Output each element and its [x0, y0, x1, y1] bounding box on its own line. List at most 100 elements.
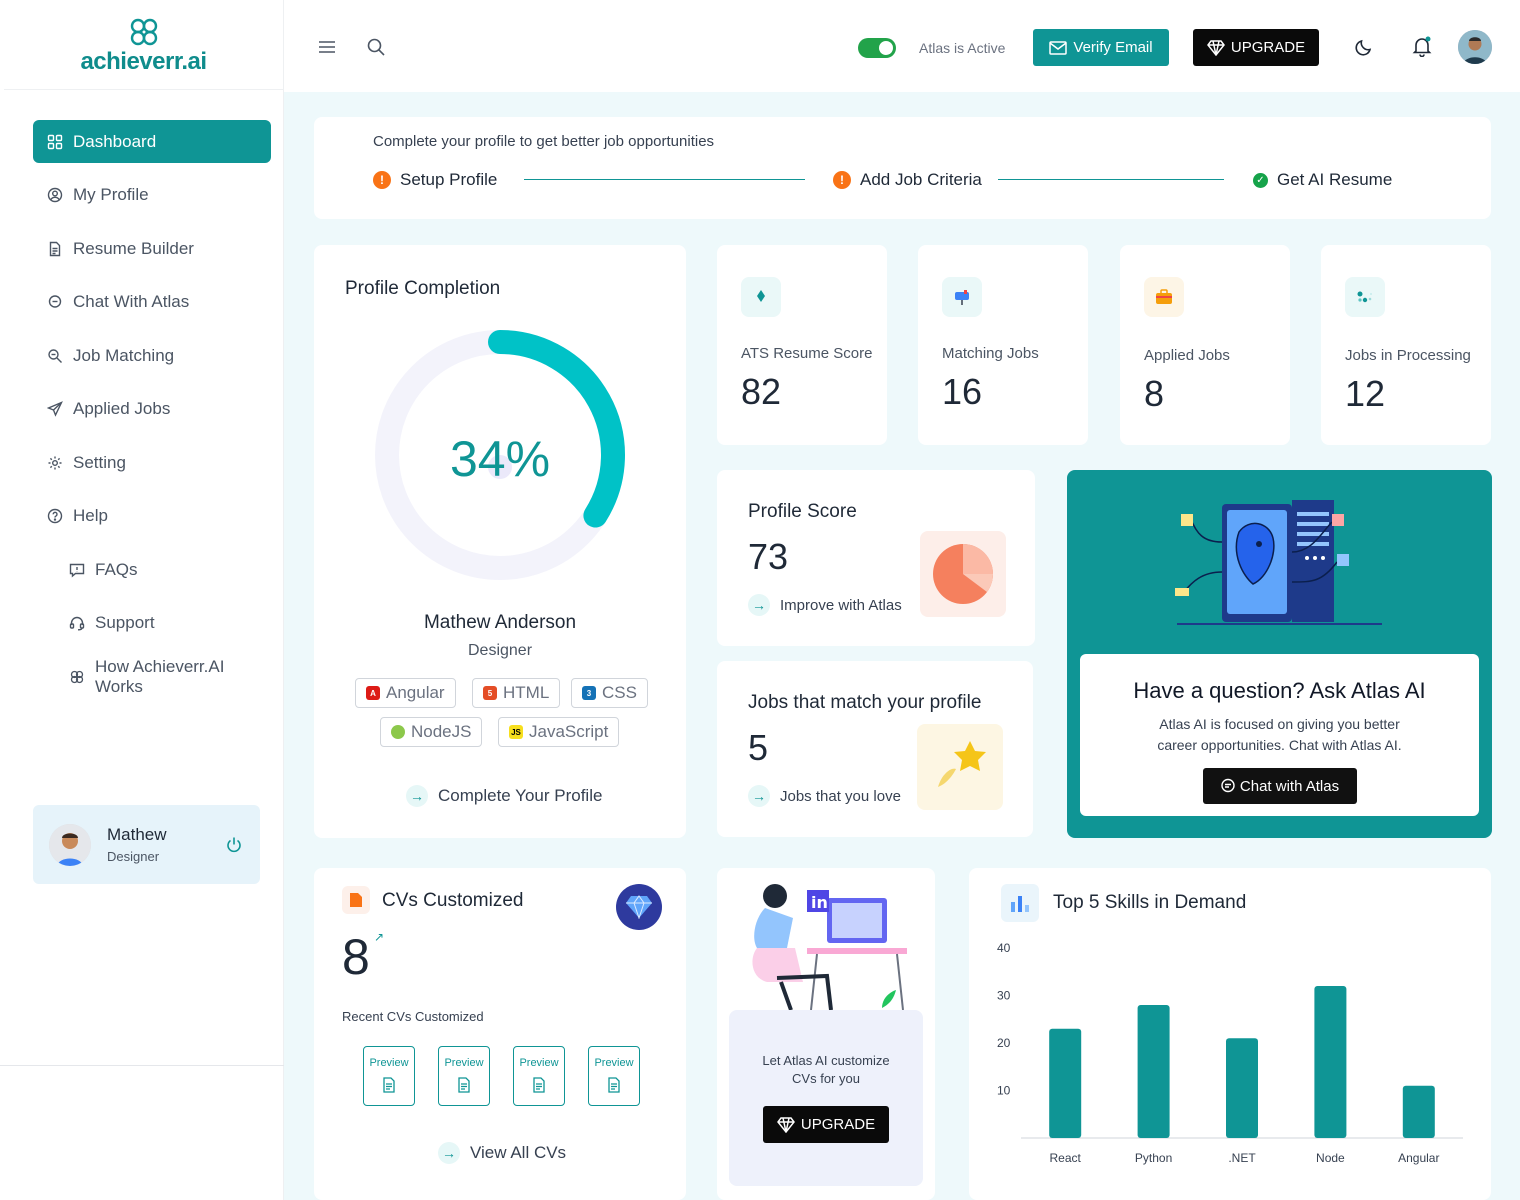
bell-icon[interactable]	[1411, 35, 1433, 57]
ask-atlas-title: Have a question? Ask Atlas AI	[1133, 678, 1426, 703]
upgrade-promo-card: in Let Atlas AI customize CVs for you UP…	[717, 868, 935, 1200]
verify-email-button[interactable]: Verify Email	[1033, 29, 1169, 66]
stat-label: Matching Jobs	[942, 345, 1039, 362]
cv-preview-button[interactable]: Preview	[588, 1046, 640, 1106]
sidebar-item-support[interactable]: Support	[33, 602, 271, 645]
recent-cvs-label: Recent CVs Customized	[342, 1009, 484, 1024]
profile-score-value: 73	[748, 536, 789, 577]
stat-ats-resume-score[interactable]: ATS Resume Score 82	[717, 245, 887, 445]
x-tick-label: React	[1050, 1151, 1082, 1165]
stat-value: 12	[1345, 373, 1386, 414]
brand-logo[interactable]: achieverr.ai	[4, 0, 283, 90]
user-card[interactable]: Mathew Designer	[33, 805, 260, 884]
alert-icon: !	[833, 171, 851, 189]
sidebar-item-resume-builder[interactable]: Resume Builder	[33, 227, 271, 270]
promo-upgrade-button[interactable]: UPGRADE	[763, 1106, 889, 1143]
sidebar-item-job-matching[interactable]: Job Matching	[33, 334, 271, 377]
menu-icon[interactable]	[316, 36, 338, 58]
stat-label: Jobs in Processing	[1345, 347, 1471, 364]
x-tick-label: Node	[1316, 1151, 1345, 1165]
step-get-ai-resume[interactable]: ✓ Get AI Resume	[1253, 170, 1392, 190]
moon-icon[interactable]	[1353, 36, 1375, 58]
stat-jobs-in-processing[interactable]: Jobs in Processing 12	[1321, 245, 1491, 445]
skill-label: HTML	[503, 683, 550, 702]
bar-python	[1137, 1005, 1170, 1138]
upgrade-button[interactable]: UPGRADE	[1193, 29, 1319, 66]
document-icon	[458, 1077, 470, 1093]
skill-tag-angular: A Angular	[355, 678, 456, 708]
robot-computer-illustration	[1175, 500, 1382, 625]
x-tick-label: Python	[1135, 1151, 1172, 1165]
y-tick-label: 30	[997, 989, 1011, 1003]
logo-icon	[130, 18, 157, 45]
chat-icon	[47, 294, 63, 310]
nodejs-icon	[391, 725, 405, 739]
sidebar-item-how-it-works[interactable]: How Achieverr.AI Works	[33, 655, 271, 698]
stat-label: Applied Jobs	[1144, 347, 1230, 364]
gem-icon[interactable]	[616, 884, 662, 930]
profile-completion-card: Profile Completion 34% Mathew Anderson D…	[314, 245, 686, 838]
avatar	[49, 823, 91, 866]
question-circle-icon	[47, 508, 63, 524]
complete-profile-label: Complete Your Profile	[438, 786, 603, 805]
skills-chart-card: Top 5 Skills in Demand 10 20 30 40 React Pyth…	[969, 868, 1491, 1200]
svg-text:in: in	[811, 893, 828, 912]
preview-label: Preview	[369, 1057, 409, 1069]
faq-icon	[69, 562, 85, 578]
cvs-customized-card: CVs Customized 8 ↗ Recent CVs Customized…	[314, 868, 686, 1200]
profile-role: Designer	[467, 642, 533, 659]
user-info: Mathew Designer	[107, 825, 224, 864]
gear-icon	[47, 455, 63, 471]
person-at-computer-illustration: in	[752, 884, 907, 1011]
check-icon: ✓	[1253, 172, 1268, 188]
step-setup-profile[interactable]: ! Setup Profile	[373, 170, 497, 190]
sidebar-item-help[interactable]: Help	[33, 495, 271, 538]
stat-value: 8	[1144, 373, 1165, 414]
complete-profile-link[interactable]: → Complete Your Profile	[406, 785, 602, 807]
cv-icon	[342, 886, 370, 914]
atlas-toggle[interactable]	[858, 38, 896, 58]
step-connector	[524, 179, 805, 180]
skill-label: NodeJS	[411, 722, 472, 741]
x-tick-label: Angular	[1398, 1151, 1439, 1165]
sidebar-item-faqs[interactable]: FAQs	[33, 548, 271, 591]
sidebar-item-setting[interactable]: Setting	[33, 441, 271, 484]
sidebar-item-chat-with-atlas[interactable]: Chat With Atlas	[33, 281, 271, 324]
sidebar-item-label: My Profile	[73, 185, 149, 204]
arrow-right-icon: →	[748, 594, 770, 616]
profile-score-card: Profile Score 73 → Improve with Atlas	[717, 470, 1035, 646]
sidebar-item-dashboard[interactable]: Dashboard	[33, 120, 271, 163]
jobs-you-love-link[interactable]: → Jobs that you love	[748, 785, 901, 807]
cv-preview-button[interactable]: Preview	[438, 1046, 490, 1106]
loading-icon	[1345, 277, 1385, 317]
power-icon[interactable]	[224, 835, 244, 855]
step-add-job-criteria[interactable]: ! Add Job Criteria	[833, 170, 982, 190]
bar-node	[1314, 986, 1347, 1138]
stat-value: 16	[942, 371, 983, 412]
resume-score-icon	[741, 277, 781, 317]
sidebar-item-applied-jobs[interactable]: Applied Jobs	[33, 388, 271, 431]
step-label: Get AI Resume	[1277, 170, 1393, 189]
stat-applied-jobs[interactable]: Applied Jobs 8	[1120, 245, 1290, 445]
preview-label: Preview	[594, 1057, 634, 1069]
improve-with-atlas-link[interactable]: → Improve with Atlas	[748, 594, 902, 616]
sidebar: achieverr.ai Dashboard My Profile Resume…	[0, 0, 284, 1200]
bar-chart-icon	[1001, 884, 1039, 922]
stat-value: 82	[741, 371, 782, 412]
stat-matching-jobs[interactable]: Matching Jobs 16	[918, 245, 1088, 445]
y-tick-label: 20	[997, 1036, 1011, 1050]
search-icon[interactable]	[365, 36, 387, 58]
cv-preview-button[interactable]: Preview	[363, 1046, 415, 1106]
y-tick-label: 40	[997, 941, 1011, 955]
mail-icon	[1049, 40, 1068, 55]
promo-text: Let Atlas AI customize CVs for you	[762, 1053, 890, 1086]
profile-completion-title: Profile Completion	[345, 278, 501, 299]
user-avatar[interactable]	[1458, 30, 1492, 64]
skill-tag-javascript: JS JavaScript	[498, 717, 620, 747]
completion-ring	[375, 330, 625, 580]
view-all-cvs-link[interactable]: → View All CVs	[438, 1142, 566, 1164]
send-icon	[47, 401, 63, 417]
chat-with-atlas-button[interactable]: Chat with Atlas	[1202, 768, 1357, 804]
cv-preview-button[interactable]: Preview	[513, 1046, 565, 1106]
sidebar-item-my-profile[interactable]: My Profile	[33, 174, 271, 217]
